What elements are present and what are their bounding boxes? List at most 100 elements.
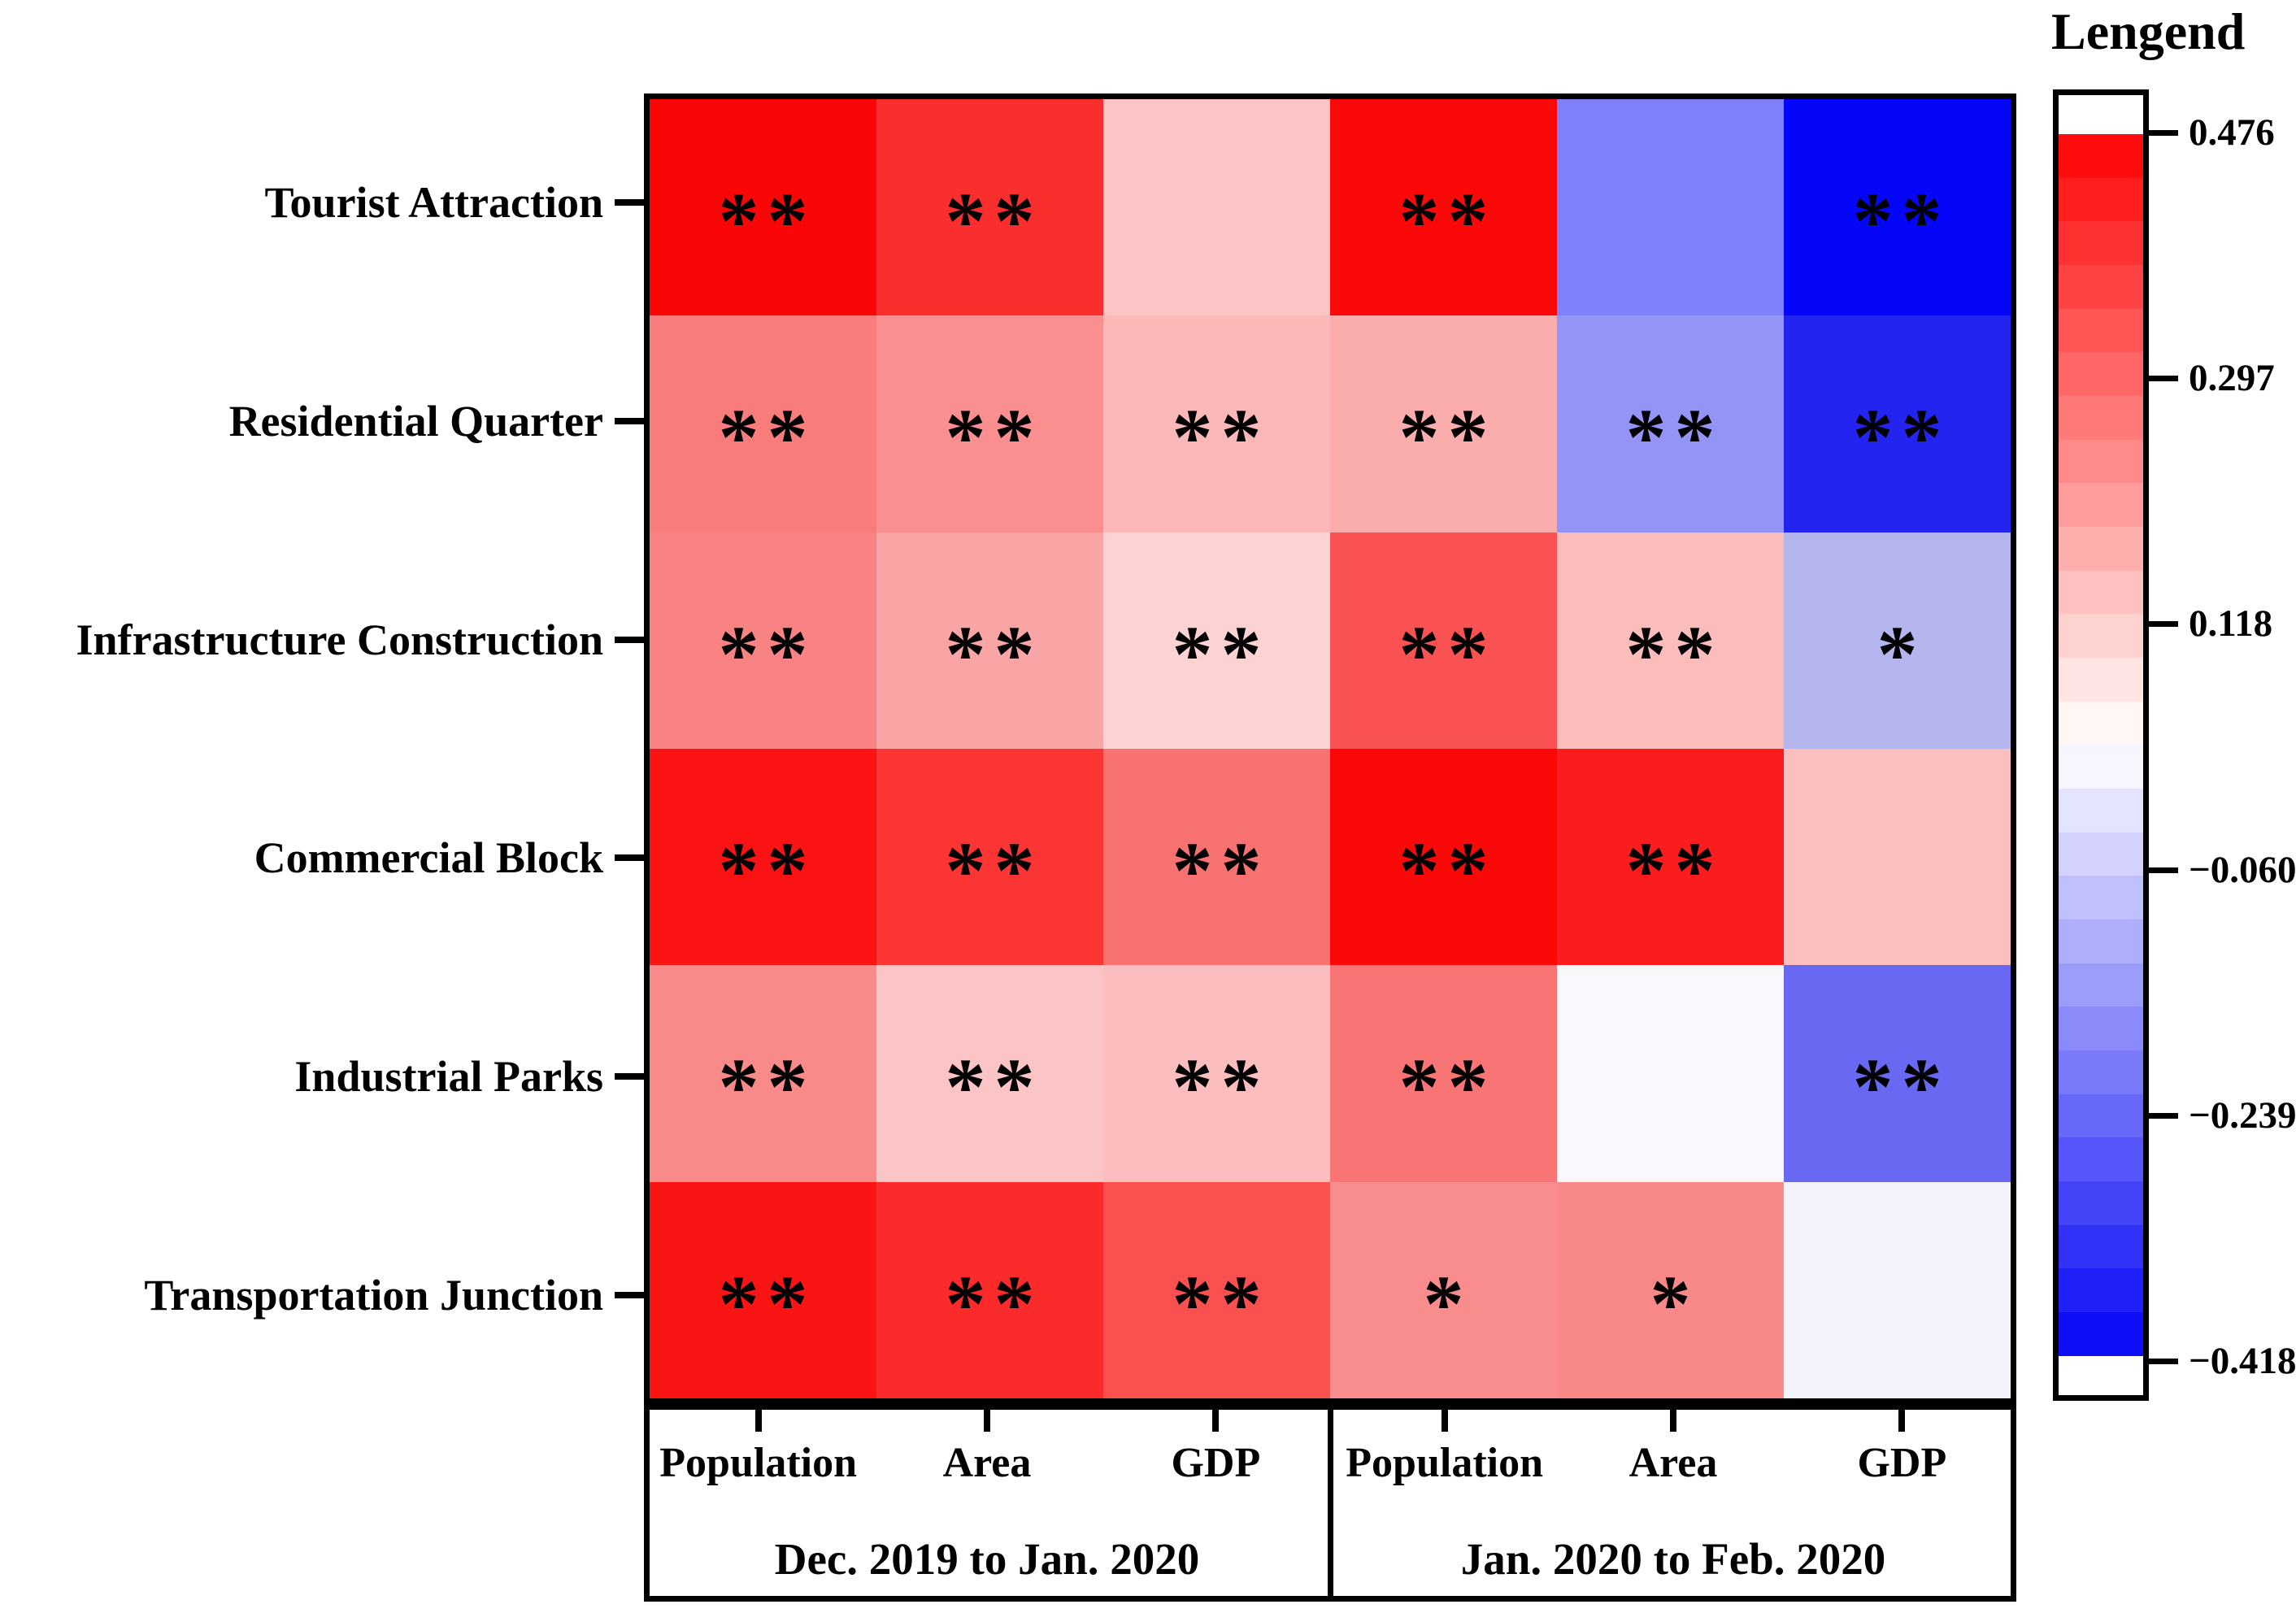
row-tick (615, 1073, 644, 1080)
colorbar-band (2059, 832, 2143, 876)
significance-stars: ** (1398, 608, 1497, 699)
heatmap-cell: * (1784, 532, 2011, 749)
significance-stars: ** (1172, 1041, 1270, 1133)
heatmap-cell: ** (876, 315, 1103, 533)
significance-stars: ** (1172, 1258, 1270, 1349)
x-axis-metric-label: Population (1346, 1440, 1544, 1486)
colorbar-tick-label: −0.060 (2189, 848, 2296, 891)
heatmap-cell: ** (1557, 315, 1784, 533)
significance-stars: ** (1852, 1041, 1950, 1133)
x-axis-metric-label: GDP (1171, 1440, 1261, 1486)
heatmap-cell: ** (650, 1181, 876, 1398)
heatmap-cell: ** (1330, 315, 1557, 533)
heatmap-cell: ** (1103, 965, 1330, 1182)
colorbar-band (2059, 134, 2143, 178)
x-axis-tick (984, 1404, 990, 1432)
significance-stars: ** (1172, 825, 1270, 916)
colorbar-band (2059, 658, 2143, 702)
colorbar-band (2059, 963, 2143, 1007)
significance-stars: ** (1398, 825, 1497, 916)
significance-stars: ** (945, 608, 1043, 699)
significance-stars: ** (1172, 608, 1270, 699)
significance-stars: ** (1852, 392, 1950, 483)
significance-stars: ** (1852, 176, 1950, 267)
colorbar-band (2059, 265, 2143, 309)
row-tick (615, 199, 644, 207)
x-axis-tick (1212, 1404, 1220, 1432)
heatmap-cell: ** (1103, 1181, 1330, 1398)
colorbar-band (2059, 396, 2143, 440)
significance-stars: * (1423, 1258, 1472, 1349)
significance-stars: ** (945, 825, 1043, 916)
heatmap-cell: * (1330, 1181, 1557, 1398)
heatmap-cell: ** (1784, 99, 2011, 316)
significance-stars: * (1876, 608, 1926, 699)
heatmap-cell (1557, 965, 1784, 1182)
colorbar-band (2059, 745, 2143, 789)
row-label: Residential Quarter (228, 397, 603, 446)
significance-stars: ** (1625, 392, 1724, 483)
heatmap-cell: ** (650, 965, 876, 1182)
row-tick (615, 1291, 644, 1298)
colorbar-band (2059, 920, 2143, 963)
colorbar-band (2059, 701, 2143, 746)
row-tick (615, 418, 644, 424)
significance-stars: ** (718, 392, 816, 483)
colorbar-band (2059, 1006, 2143, 1051)
colorbar-tick (2149, 130, 2178, 136)
colorbar-band (2059, 1268, 2143, 1313)
colorbar-tick (2149, 376, 2178, 382)
heatmap-cell: ** (1784, 315, 2011, 533)
heatmap-cell: ** (876, 965, 1103, 1182)
significance-stars: ** (1172, 392, 1270, 483)
heatmap-cell (1557, 99, 1784, 316)
colorbar-tick (2149, 1359, 2178, 1364)
heatmap-cell: ** (1557, 749, 1784, 966)
colorbar-band (2059, 177, 2143, 222)
heatmap-cell: ** (1103, 532, 1330, 749)
significance-stars: ** (718, 176, 816, 267)
colorbar-band (2059, 876, 2143, 920)
row-tick (615, 636, 644, 643)
heatmap-cell: ** (1103, 315, 1330, 533)
x-axis-metric-label: Area (1629, 1440, 1718, 1486)
heatmap-cell: ** (1330, 965, 1557, 1182)
heatmap-cell: ** (650, 749, 876, 966)
colorbar-band (2059, 1181, 2143, 1225)
heatmap-cell (1784, 749, 2011, 966)
heatmap-cell: ** (1103, 749, 1330, 966)
colorbar-band (2059, 614, 2143, 659)
colorbar-band (2059, 221, 2143, 266)
significance-stars: ** (1398, 1041, 1497, 1133)
heatmap-cell: ** (876, 749, 1103, 966)
significance-stars: ** (945, 176, 1043, 267)
colorbar-tick-label: −0.239 (2189, 1093, 2296, 1137)
colorbar-band (2059, 527, 2143, 571)
colorbar-band (2059, 1093, 2143, 1138)
heatmap-cell: ** (876, 532, 1103, 749)
colorbar-band (2059, 1050, 2143, 1094)
colorbar-tick (2149, 867, 2178, 873)
x-axis-period-label: Dec. 2019 to Jan. 2020 (774, 1534, 1200, 1584)
heatmap-cell: ** (876, 99, 1103, 316)
significance-stars: ** (718, 1258, 816, 1349)
heatmap-cell: ** (1557, 532, 1784, 749)
significance-stars: ** (1398, 176, 1497, 267)
colorbar-tick (2149, 1112, 2178, 1119)
colorbar-band (2059, 352, 2143, 397)
colorbar-band (2059, 789, 2143, 833)
colorbar-band (2059, 483, 2143, 528)
colorbar-tick-label: 0.118 (2189, 602, 2273, 646)
heatmap-cell (1103, 99, 1330, 316)
heatmap-cell: ** (1784, 965, 2011, 1182)
significance-stars: ** (718, 1041, 816, 1133)
x-axis-tick (1670, 1404, 1676, 1432)
colorbar-band (2059, 570, 2143, 615)
significance-stars: ** (945, 392, 1043, 483)
colorbar-end-cap (2059, 1355, 2143, 1395)
colorbar-band (2059, 1137, 2143, 1182)
heatmap-cell: ** (876, 1181, 1103, 1398)
x-axis-metric-label: Population (659, 1440, 858, 1486)
x-axis-tick (1898, 1404, 1906, 1432)
